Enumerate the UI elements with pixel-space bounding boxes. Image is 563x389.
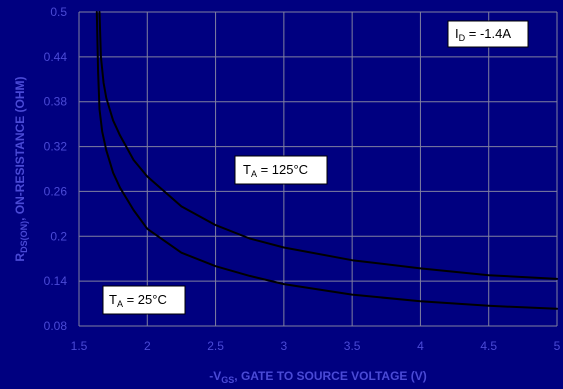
y-tick-label: 0.32 bbox=[44, 140, 68, 154]
series-group bbox=[95, 11, 558, 310]
ta25-callout-box bbox=[102, 285, 186, 315]
y-tick-label: 0.2 bbox=[50, 229, 67, 243]
y-tick-label: 0.38 bbox=[44, 95, 68, 109]
x-tick-labels: 1.5 2 2.5 3 3.5 4 4.5 5 bbox=[71, 339, 561, 353]
x-tick-label: 4.5 bbox=[480, 339, 497, 353]
y-tick-label: 0.5 bbox=[50, 5, 67, 19]
grid bbox=[78, 11, 558, 327]
ta125-callout-label: TA = 125°C bbox=[243, 162, 308, 179]
x-tick-label: 3.5 bbox=[344, 339, 361, 353]
x-tick-label: 2.5 bbox=[207, 339, 224, 353]
id-callout-box bbox=[447, 20, 529, 48]
x-axis-label: -VGS, GATE TO SOURCE VOLTAGE (V) bbox=[209, 369, 426, 385]
y-tick-label: 0.44 bbox=[44, 50, 68, 64]
id-callout: ID = -1.4A bbox=[447, 20, 529, 48]
ta25-callout: TA = 25°C bbox=[102, 285, 186, 315]
y-axis-label: RDS(ON), ON-RESISTANCE (OHM) bbox=[13, 76, 29, 261]
x-tick-label: 3 bbox=[281, 339, 288, 353]
y-tick-label: 0.14 bbox=[44, 274, 68, 288]
x-tick-label: 2 bbox=[144, 339, 151, 353]
y-tick-label: 0.26 bbox=[44, 184, 68, 198]
y-tick-label: 0.08 bbox=[44, 319, 68, 333]
series-line-2 bbox=[95, 11, 558, 310]
id-callout-label: ID = -1.4A bbox=[455, 26, 511, 43]
series-line-1 bbox=[98, 11, 558, 280]
x-tick-label: 1.5 bbox=[71, 339, 88, 353]
x-tick-label: 4 bbox=[417, 339, 424, 353]
ta125-callout: TA = 125°C bbox=[234, 155, 328, 185]
ta25-callout-label: TA = 25°C bbox=[109, 292, 167, 309]
x-tick-label: 5 bbox=[554, 339, 561, 353]
y-tick-labels: 0.5 0.44 0.38 0.32 0.26 0.2 0.14 0.08 bbox=[44, 5, 68, 333]
ta125-callout-box bbox=[234, 155, 328, 185]
